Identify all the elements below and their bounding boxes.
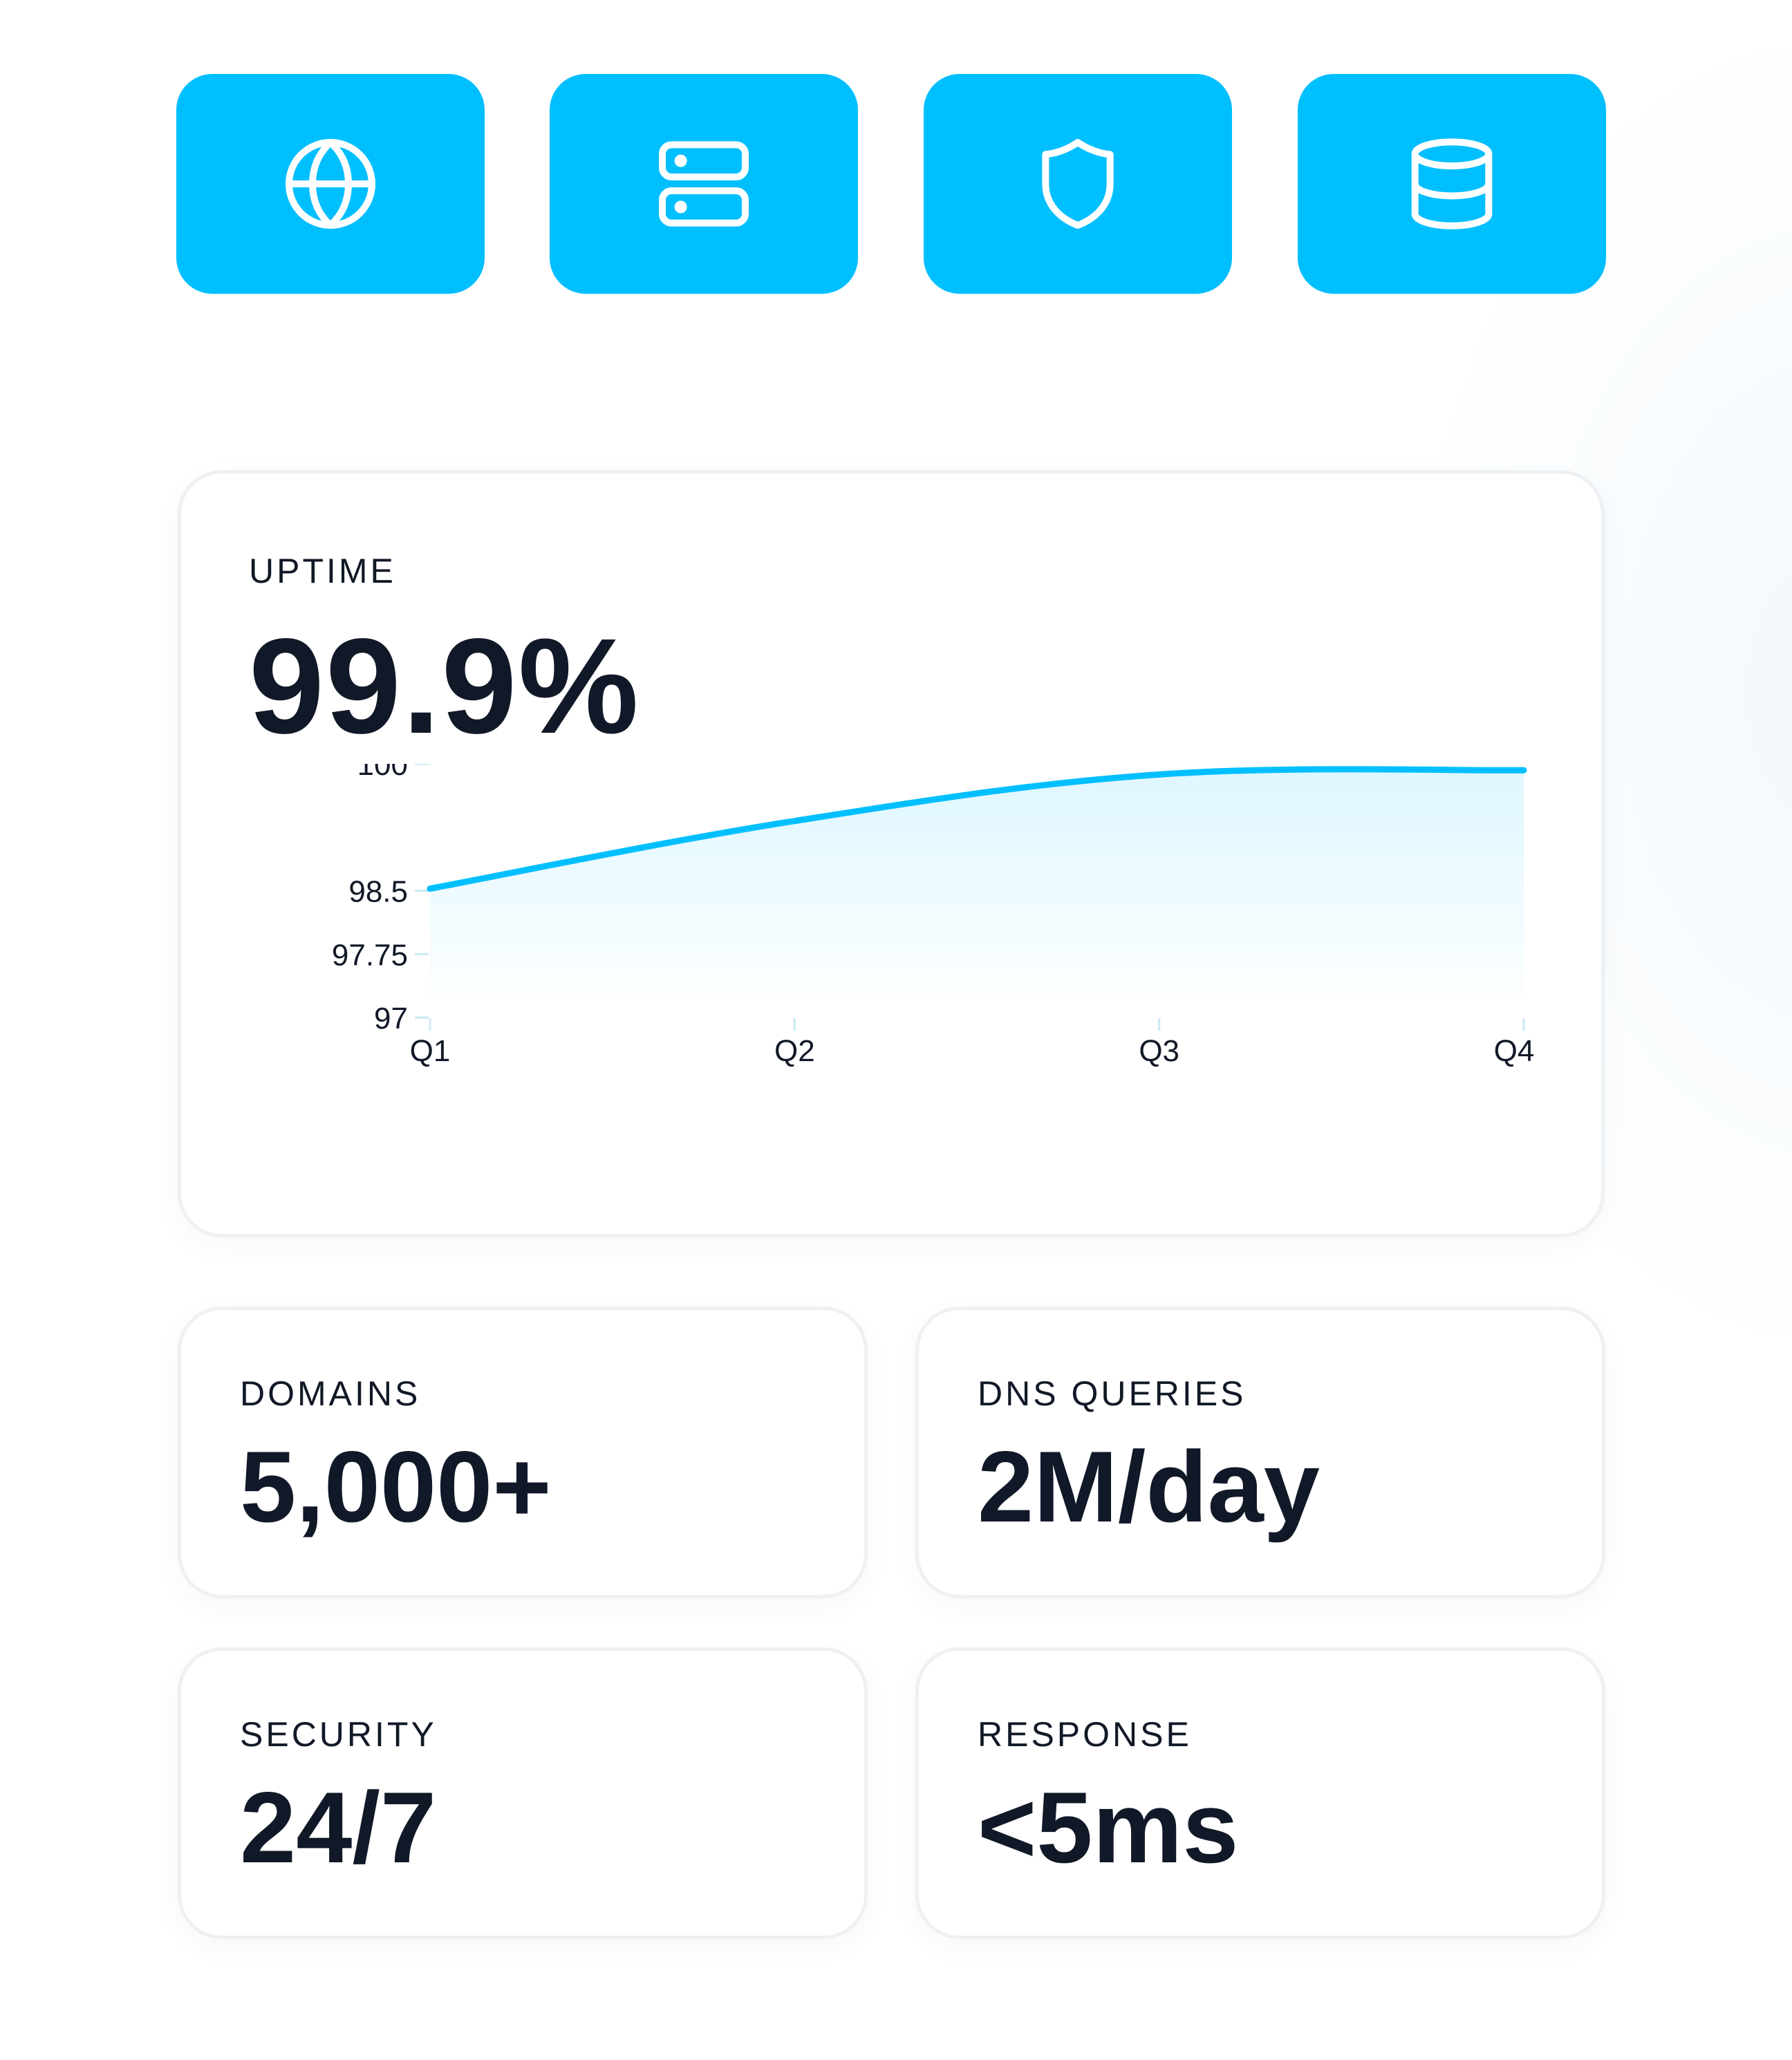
dns-queries-card: DNS QUERIES 2M/day [915,1307,1605,1598]
shield-icon [1042,139,1114,229]
globe-icon [286,139,375,229]
x-tick-label: Q1 [410,1034,451,1068]
uptime-label: UPTIME [249,552,396,590]
uptime-value: 99.9% [249,610,640,762]
x-tick-label: Q4 [1494,1034,1535,1068]
uptime-area [430,769,1524,999]
dns-queries-label: DNS QUERIES [978,1374,1247,1413]
database-icon [1411,138,1493,230]
uptime-card: UPTIME 99.9% 97 97.75 98.5 100 Q1 Q2 Q3 Q4 [178,470,1605,1237]
response-label: RESPONSE [978,1715,1192,1754]
x-tick-label: Q2 [774,1034,815,1068]
server-icon [659,141,749,227]
shield-tile[interactable] [924,74,1232,294]
security-value: 24/7 [240,1771,437,1884]
server-tile[interactable] [550,74,858,294]
response-card: RESPONSE <5ms [915,1647,1605,1939]
dns-queries-value: 2M/day [978,1430,1320,1543]
y-axis: 97 97.75 98.5 100 [332,764,429,1036]
globe-tile[interactable] [176,74,485,294]
database-tile[interactable] [1298,74,1606,294]
domains-card: DOMAINS 5,000+ [178,1307,868,1598]
domains-value: 5,000+ [240,1430,552,1543]
y-tick-label: 98.5 [348,875,408,909]
x-axis: Q1 Q2 Q3 Q4 [410,1018,1535,1068]
response-value: <5ms [978,1771,1239,1884]
domains-label: DOMAINS [240,1374,421,1413]
security-card: SECURITY 24/7 [178,1647,868,1939]
security-label: SECURITY [240,1715,437,1754]
uptime-line [427,766,1527,892]
y-tick-label: 97.75 [332,938,408,972]
x-tick-label: Q3 [1139,1034,1179,1068]
uptime-chart: 97 97.75 98.5 100 Q1 Q2 Q3 Q4 [332,764,1535,1068]
y-tick-label: 100 [357,764,408,782]
y-tick-label: 97 [374,1002,408,1036]
